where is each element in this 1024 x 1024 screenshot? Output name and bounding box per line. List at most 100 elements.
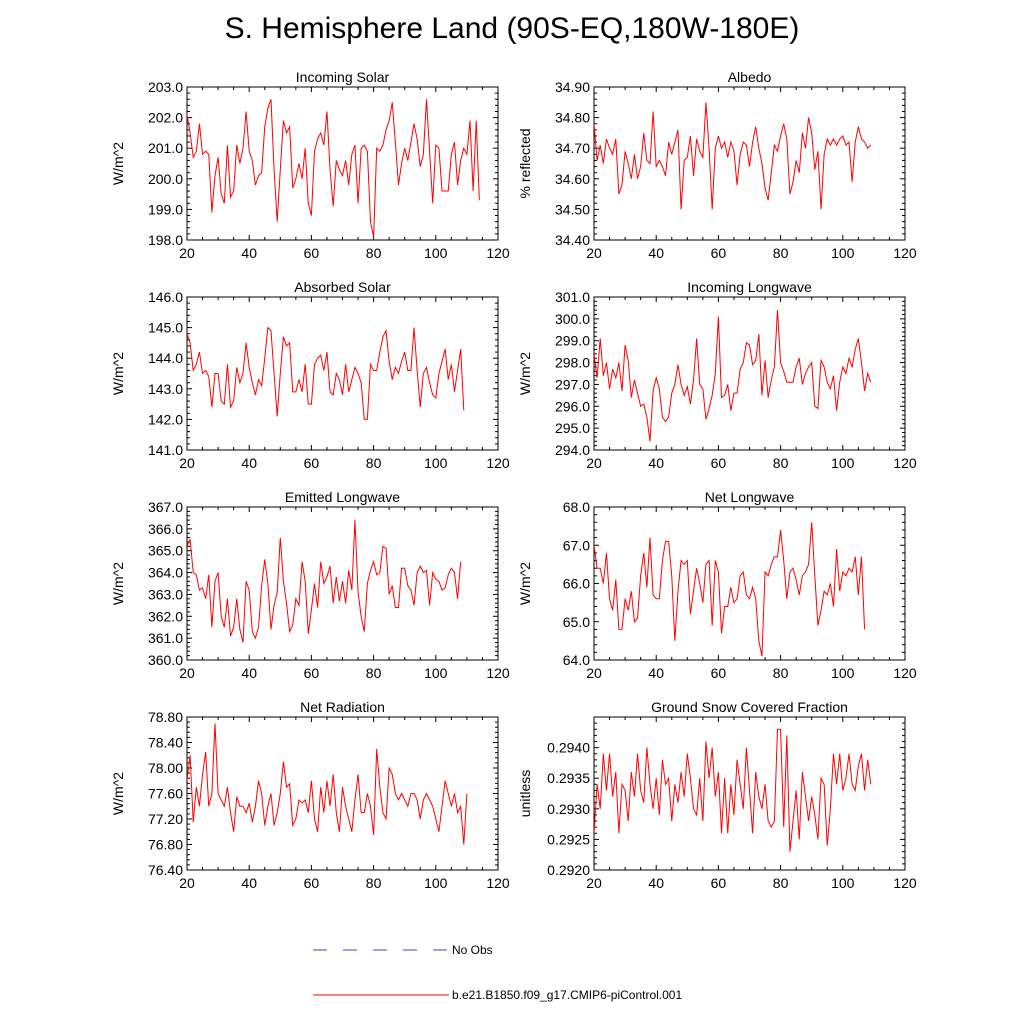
x-tick-label: 40 (648, 665, 664, 681)
panel-title: Incoming Solar (296, 69, 390, 85)
x-tick-label: 100 (831, 455, 855, 471)
y-tick-label: 361.0 (148, 630, 183, 646)
y-tick-label: 203.0 (148, 79, 183, 95)
y-axis-label: W/m^2 (110, 352, 126, 395)
y-tick-label: 0.2920 (547, 862, 590, 878)
x-tick-label: 60 (711, 665, 727, 681)
legend-obs: No Obs (313, 943, 493, 957)
x-tick-label: 40 (241, 665, 257, 681)
y-tick-label: 0.2935 (547, 770, 590, 786)
x-tick-label: 80 (773, 875, 789, 891)
series-line-model (594, 310, 872, 442)
x-tick-label: 80 (366, 665, 382, 681)
y-tick-label: 0.2930 (547, 801, 590, 817)
y-tick-label: 78.00 (148, 760, 183, 776)
x-tick-label: 60 (711, 455, 727, 471)
x-tick-label: 100 (831, 665, 855, 681)
series-line-model (594, 102, 872, 210)
x-tick-label: 40 (648, 455, 664, 471)
y-tick-label: 360.0 (148, 652, 183, 668)
y-tick-label: 77.60 (148, 786, 183, 802)
y-tick-label: 66.0 (563, 576, 590, 592)
y-tick-label: 34.50 (555, 201, 590, 217)
y-tick-label: 200.0 (148, 171, 183, 187)
y-axis-label: W/m^2 (110, 772, 126, 815)
x-tick-label: 60 (304, 875, 320, 891)
panel-title: Emitted Longwave (285, 489, 400, 505)
x-tick-label: 20 (586, 665, 602, 681)
x-tick-label: 40 (648, 875, 664, 891)
x-tick-label: 120 (486, 665, 510, 681)
legend-obs-label: No Obs (452, 943, 493, 957)
plot-frame (186, 296, 499, 451)
y-axis-label: W/m^2 (517, 562, 533, 605)
y-tick-label: 141.0 (148, 442, 183, 458)
x-tick-label: 20 (179, 455, 195, 471)
y-tick-label: 296.0 (555, 398, 590, 414)
panel-net-radiation: Net Radiation W/m^2 20 40 60 80 100 120 76.40 76.… (110, 699, 510, 891)
x-tick-label: 120 (486, 245, 510, 261)
x-tick-label: 80 (773, 455, 789, 471)
panel-ground-snow-covered-fraction: Ground Snow Covered Fraction unitless 20 40… (517, 699, 917, 891)
y-tick-label: 298.0 (555, 355, 590, 371)
y-tick-label: 201.0 (148, 140, 183, 156)
x-tick-label: 20 (586, 875, 602, 891)
x-tick-label: 60 (304, 245, 320, 261)
legend-model-label: b.e21.B1850.f09_g17.CMIP6-piControl.001 (452, 988, 682, 1002)
series-line-model (187, 99, 480, 238)
y-tick-label: 78.40 (148, 735, 183, 751)
x-tick-label: 20 (586, 455, 602, 471)
y-tick-label: 142.0 (148, 411, 183, 427)
y-tick-label: 367.0 (148, 499, 183, 515)
x-tick-label: 80 (366, 245, 382, 261)
y-tick-label: 64.0 (563, 652, 590, 668)
x-tick-label: 40 (648, 245, 664, 261)
y-tick-label: 0.2940 (547, 740, 590, 756)
x-tick-label: 100 (831, 875, 855, 891)
y-tick-label: 202.0 (148, 110, 183, 126)
y-tick-label: 299.0 (555, 333, 590, 349)
legend-model: b.e21.B1850.f09_g17.CMIP6-piControl.001 (313, 988, 682, 1002)
y-tick-label: 294.0 (555, 442, 590, 458)
y-tick-label: 0.2925 (547, 831, 590, 847)
x-tick-label: 60 (304, 455, 320, 471)
series-line-model (187, 723, 468, 845)
y-tick-label: 77.20 (148, 811, 183, 827)
y-axis-label: unitless (517, 770, 533, 817)
panel-incoming-longwave: Incoming Longwave W/m^2 20 40 60 80 100 120 294.… (517, 279, 917, 471)
figure-title: S. Hemisphere Land (90S-EQ,180W-180E) (224, 12, 800, 45)
plot-frame (593, 506, 906, 661)
y-axis-label: W/m^2 (110, 562, 126, 605)
panel-title: Incoming Longwave (687, 279, 812, 295)
x-tick-label: 80 (366, 455, 382, 471)
y-axis-label: % reflected (517, 128, 533, 198)
series-line-model (594, 522, 866, 657)
panel-title: Net Radiation (300, 699, 385, 715)
y-tick-label: 78.80 (148, 709, 183, 725)
y-tick-label: 34.70 (555, 140, 590, 156)
x-tick-label: 20 (179, 875, 195, 891)
y-tick-label: 76.40 (148, 862, 183, 878)
panel-net-longwave: Net Longwave W/m^2 20 40 60 80 100 120 64.0 65.0 6… (517, 489, 917, 681)
x-tick-label: 80 (773, 245, 789, 261)
x-tick-label: 120 (893, 455, 917, 471)
y-tick-label: 297.0 (555, 376, 590, 392)
panel-title: Albedo (728, 69, 772, 85)
x-tick-label: 100 (424, 665, 448, 681)
x-tick-label: 120 (893, 245, 917, 261)
y-tick-label: 143.0 (148, 381, 183, 397)
x-tick-label: 120 (486, 875, 510, 891)
y-tick-label: 65.0 (563, 614, 590, 630)
y-axis-label: W/m^2 (110, 142, 126, 185)
x-tick-label: 80 (773, 665, 789, 681)
x-tick-label: 40 (241, 245, 257, 261)
x-tick-label: 60 (711, 245, 727, 261)
x-tick-label: 120 (893, 665, 917, 681)
x-tick-label: 40 (241, 875, 257, 891)
x-tick-label: 60 (711, 875, 727, 891)
x-tick-label: 20 (179, 665, 195, 681)
panel-incoming-solar: Incoming Solar W/m^2 20 40 60 80 100 120 198.0 19… (110, 69, 510, 261)
panel-title: Ground Snow Covered Fraction (651, 699, 848, 715)
y-tick-label: 362.0 (148, 608, 183, 624)
